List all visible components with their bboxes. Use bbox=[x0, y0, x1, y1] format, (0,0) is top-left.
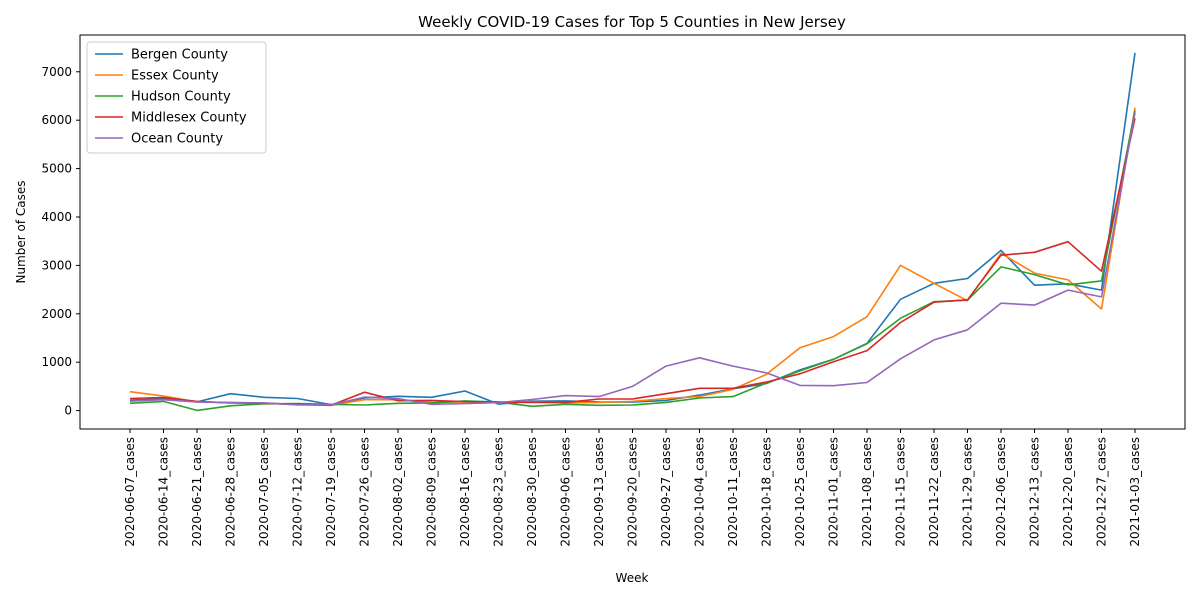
legend-label-ocean-county: Ocean County bbox=[131, 132, 223, 147]
x-tick-label: 2020-10-04_cases bbox=[693, 437, 707, 547]
x-tick-label: 2020-11-01_cases bbox=[827, 437, 841, 547]
legend-label-hudson-county: Hudson County bbox=[131, 90, 231, 105]
x-tick-label: 2020-12-20_cases bbox=[1061, 437, 1075, 547]
y-axis-label: Number of Cases bbox=[14, 180, 28, 283]
x-tick-label: 2020-07-19_cases bbox=[324, 437, 338, 547]
x-tick-label: 2020-08-23_cases bbox=[492, 437, 506, 547]
x-tick-label: 2020-07-12_cases bbox=[291, 437, 305, 547]
x-tick-label: 2020-11-29_cases bbox=[961, 437, 975, 547]
x-tick-label: 2020-08-30_cases bbox=[525, 437, 539, 547]
y-tick-label: 0 bbox=[64, 404, 72, 418]
x-tick-label: 2020-09-06_cases bbox=[559, 437, 573, 547]
y-tick-label: 2000 bbox=[41, 307, 72, 321]
y-tick-label: 3000 bbox=[41, 258, 72, 272]
x-tick-label: 2020-06-07_cases bbox=[123, 437, 137, 547]
x-tick-label: 2020-09-13_cases bbox=[592, 437, 606, 547]
x-tick-label: 2020-10-18_cases bbox=[760, 437, 774, 547]
x-tick-label: 2020-12-06_cases bbox=[994, 437, 1008, 547]
x-tick-label: 2020-10-25_cases bbox=[793, 437, 807, 547]
legend-label-middlesex-county: Middlesex County bbox=[131, 111, 247, 126]
y-tick-label: 1000 bbox=[41, 355, 72, 369]
y-tick-label: 7000 bbox=[41, 65, 72, 79]
x-tick-label: 2021-01-03_cases bbox=[1128, 437, 1142, 547]
legend-label-bergen-county: Bergen County bbox=[131, 48, 228, 63]
x-tick-label: 2020-06-14_cases bbox=[157, 437, 171, 547]
x-tick-label: 2020-12-27_cases bbox=[1095, 437, 1109, 547]
x-tick-label: 2020-11-15_cases bbox=[894, 437, 908, 547]
x-axis-label: Week bbox=[616, 571, 649, 585]
x-tick-label: 2020-08-09_cases bbox=[425, 437, 439, 547]
x-tick-label: 2020-07-05_cases bbox=[257, 437, 271, 547]
x-tick-label: 2020-07-26_cases bbox=[358, 437, 372, 547]
x-tick-label: 2020-09-20_cases bbox=[626, 437, 640, 547]
series-line-ocean-county bbox=[129, 112, 1136, 406]
y-tick-label: 4000 bbox=[41, 210, 72, 224]
x-tick-label: 2020-08-02_cases bbox=[391, 437, 405, 547]
x-tick-label: 2020-08-16_cases bbox=[458, 437, 472, 547]
x-tick-label: 2020-06-28_cases bbox=[224, 437, 238, 547]
x-tick-label: 2020-12-13_cases bbox=[1028, 437, 1042, 547]
y-tick-label: 5000 bbox=[41, 162, 72, 176]
x-tick-label: 2020-06-21_cases bbox=[190, 437, 204, 547]
chart-title: Weekly COVID-19 Cases for Top 5 Counties… bbox=[418, 13, 846, 31]
legend: Bergen County Essex County Hudson County Mi… bbox=[86, 41, 267, 154]
legend-label-essex-county: Essex County bbox=[131, 69, 219, 84]
y-tick-label: 6000 bbox=[41, 113, 72, 127]
legend-box bbox=[86, 41, 267, 154]
x-tick-label: 2020-11-22_cases bbox=[927, 437, 941, 547]
x-tick-label: 2020-11-08_cases bbox=[860, 437, 874, 547]
plot-area: 0 1000 2000 3000 4000 5000 6000 7000 2020-06-07_… bbox=[41, 34, 1186, 547]
x-tick-label: 2020-09-27_cases bbox=[659, 437, 673, 547]
x-tick-label: 2020-10-11_cases bbox=[726, 437, 740, 547]
